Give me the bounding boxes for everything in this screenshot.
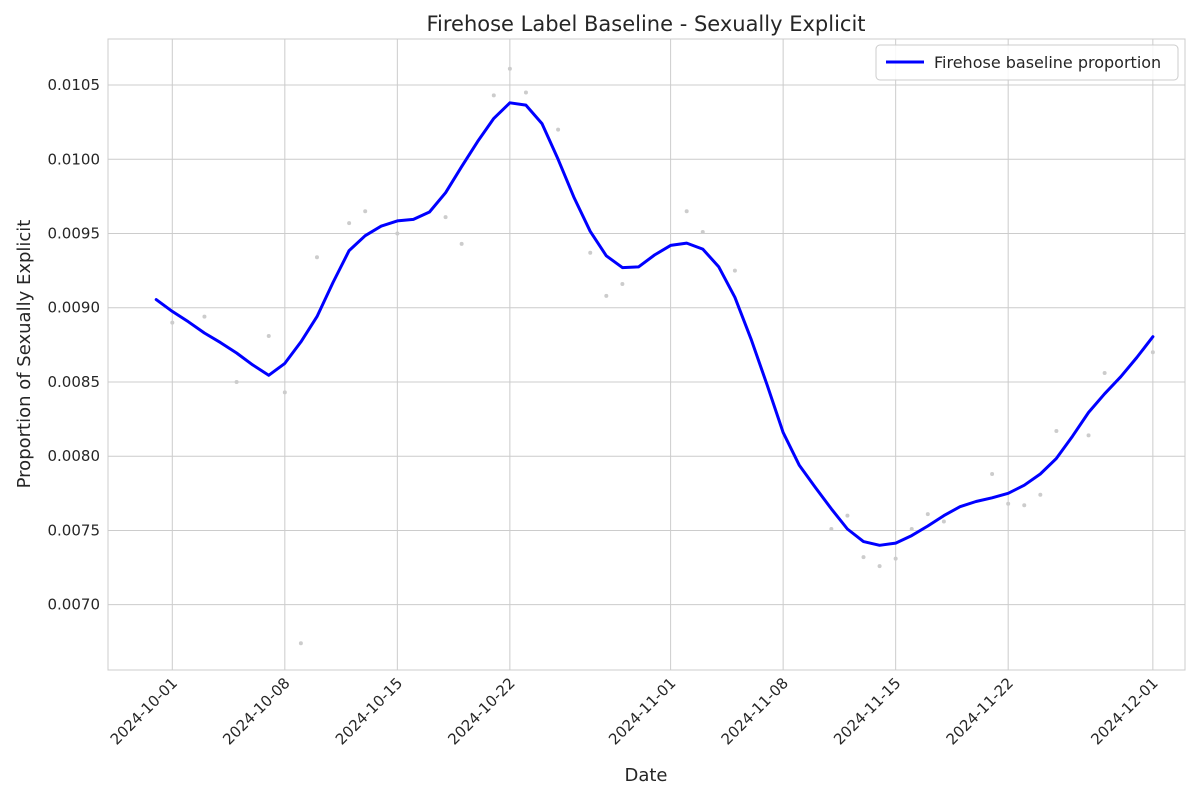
y-tick-label: 0.0085 [48,373,101,391]
x-tick-label: 2024-11-08 [718,674,792,748]
y-tick-label: 0.0105 [48,76,101,94]
y-tick-label: 0.0070 [48,596,101,614]
raw-data-point [925,512,930,517]
raw-data-point [1054,428,1059,433]
raw-data-point [877,564,882,569]
raw-data-point [266,333,271,338]
raw-data-point [298,641,303,646]
x-tick-label: 2024-11-22 [943,674,1017,748]
raw-data-point [893,556,898,561]
raw-data-point [861,555,866,560]
raw-points [170,66,1155,646]
series-line-firehose [154,101,1155,547]
x-tick-label: 2024-10-01 [107,674,181,748]
y-axis-ticks: 0.0070 0.0075 0.0080 0.0085 0.0090 0.0095 0.01… [48,76,101,614]
y-tick-label: 0.0075 [48,521,101,539]
legend-label-firehose: Firehose baseline proportion [934,53,1161,72]
raw-data-point [459,241,464,246]
y-tick-label: 0.0095 [48,224,101,242]
raw-data-point [491,93,496,98]
raw-data-point [829,526,834,531]
plot-area [107,38,1186,671]
raw-data-point [990,472,995,477]
raw-data-point [170,320,175,325]
y-tick-label: 0.0100 [48,150,101,168]
y-axis-title: Proportion of Sexually Explicit [14,220,35,489]
legend-box [875,44,1179,81]
x-tick-label: 2024-10-08 [219,674,293,748]
raw-data-point [443,215,448,220]
raw-data-point [620,281,625,286]
raw-data-point [1102,371,1107,376]
raw-data-point [1150,350,1155,355]
raw-data-point [845,513,850,518]
series-lines [154,101,1155,547]
raw-data-point [363,209,368,214]
x-tick-label: 2024-11-15 [830,674,904,748]
x-axis-title: Date [624,765,667,786]
raw-data-point [700,230,705,235]
raw-data-point [588,250,593,255]
x-tick-label: 2024-10-22 [444,674,518,748]
grid-lines [108,39,1185,670]
raw-data-point [604,293,609,298]
raw-data-point [395,231,400,236]
chart-title: Firehose Label Baseline - Sexually Expli… [426,12,865,36]
x-tick-label: 2024-10-15 [332,674,406,748]
raw-data-point [1086,433,1091,438]
raw-data-point [556,127,561,132]
raw-data-point [202,314,207,319]
y-tick-label: 0.0090 [48,299,101,317]
legend: Firehose baseline proportion [875,44,1179,81]
raw-data-point [684,209,689,214]
raw-data-point [1038,492,1043,497]
raw-data-point [941,519,946,524]
raw-data-point [909,526,914,531]
raw-data-point [1022,503,1027,508]
raw-data-point [732,268,737,273]
x-axis-ticks: 2024-10-01 2024-10-08 2024-10-15 2024-10-22… [107,674,1162,748]
raw-data-point [347,221,352,226]
raw-data-point [234,379,239,384]
raw-data-point [1006,501,1011,506]
x-tick-label: 2024-12-01 [1087,674,1161,748]
raw-data-point [282,390,287,395]
raw-data-point [523,90,528,95]
raw-data-point [507,66,512,71]
x-tick-label: 2024-11-01 [605,674,679,748]
y-tick-label: 0.0080 [48,447,101,465]
raw-data-point [314,255,319,260]
